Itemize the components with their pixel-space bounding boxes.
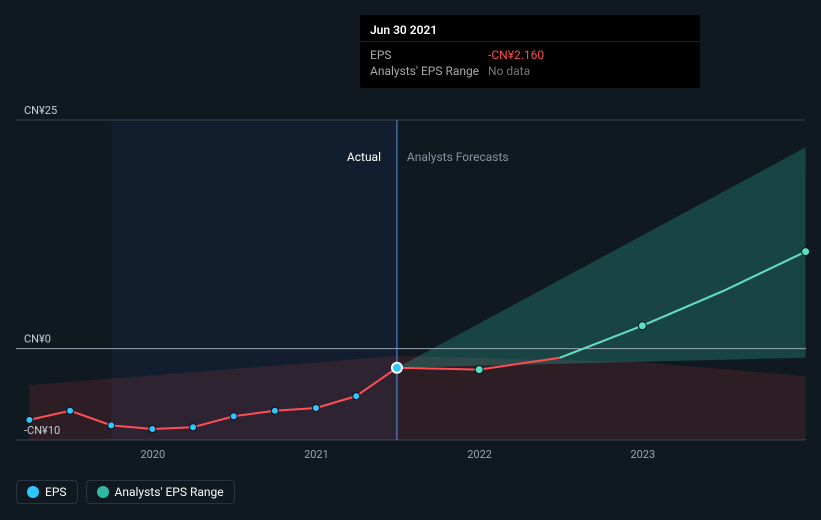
section-label-actual: Actual: [347, 150, 381, 164]
tooltip-date: Jun 30 2021: [370, 23, 690, 37]
tooltip-row-label: Analysts' EPS Range: [370, 64, 488, 78]
chart-tooltip: Jun 30 2021 EPS-CN¥2.160Analysts' EPS Ra…: [360, 15, 700, 88]
svg-text:2022: 2022: [467, 448, 492, 461]
tooltip-row-value: -CN¥2.160: [488, 48, 544, 62]
svg-text:CN¥0: CN¥0: [24, 333, 51, 346]
section-label-forecast: Analysts Forecasts: [407, 150, 509, 164]
tooltip-row-value: No data: [488, 64, 530, 78]
tooltip-row: EPS-CN¥2.160: [370, 48, 690, 62]
svg-text:-CN¥10: -CN¥10: [24, 424, 60, 437]
tooltip-row: Analysts' EPS RangeNo data: [370, 64, 690, 78]
tooltip-divider: [360, 41, 700, 42]
svg-text:CN¥25: CN¥25: [24, 104, 57, 117]
legend-item[interactable]: EPS: [16, 480, 78, 504]
legend-item[interactable]: Analysts' EPS Range: [86, 480, 235, 504]
legend-item-label: EPS: [45, 485, 67, 499]
eps-chart: CN¥25 CN¥0 -CN¥10 2020 2021 2022 2023 Jun 30 2…: [0, 0, 821, 520]
svg-text:2021: 2021: [304, 448, 329, 461]
legend-swatch-icon: [27, 486, 39, 498]
svg-text:2020: 2020: [140, 448, 165, 461]
legend-swatch-icon: [97, 486, 109, 498]
legend: EPS Analysts' EPS Range: [16, 480, 235, 504]
tooltip-row-label: EPS: [370, 48, 488, 62]
svg-text:2023: 2023: [630, 448, 655, 461]
legend-item-label: Analysts' EPS Range: [115, 485, 224, 499]
